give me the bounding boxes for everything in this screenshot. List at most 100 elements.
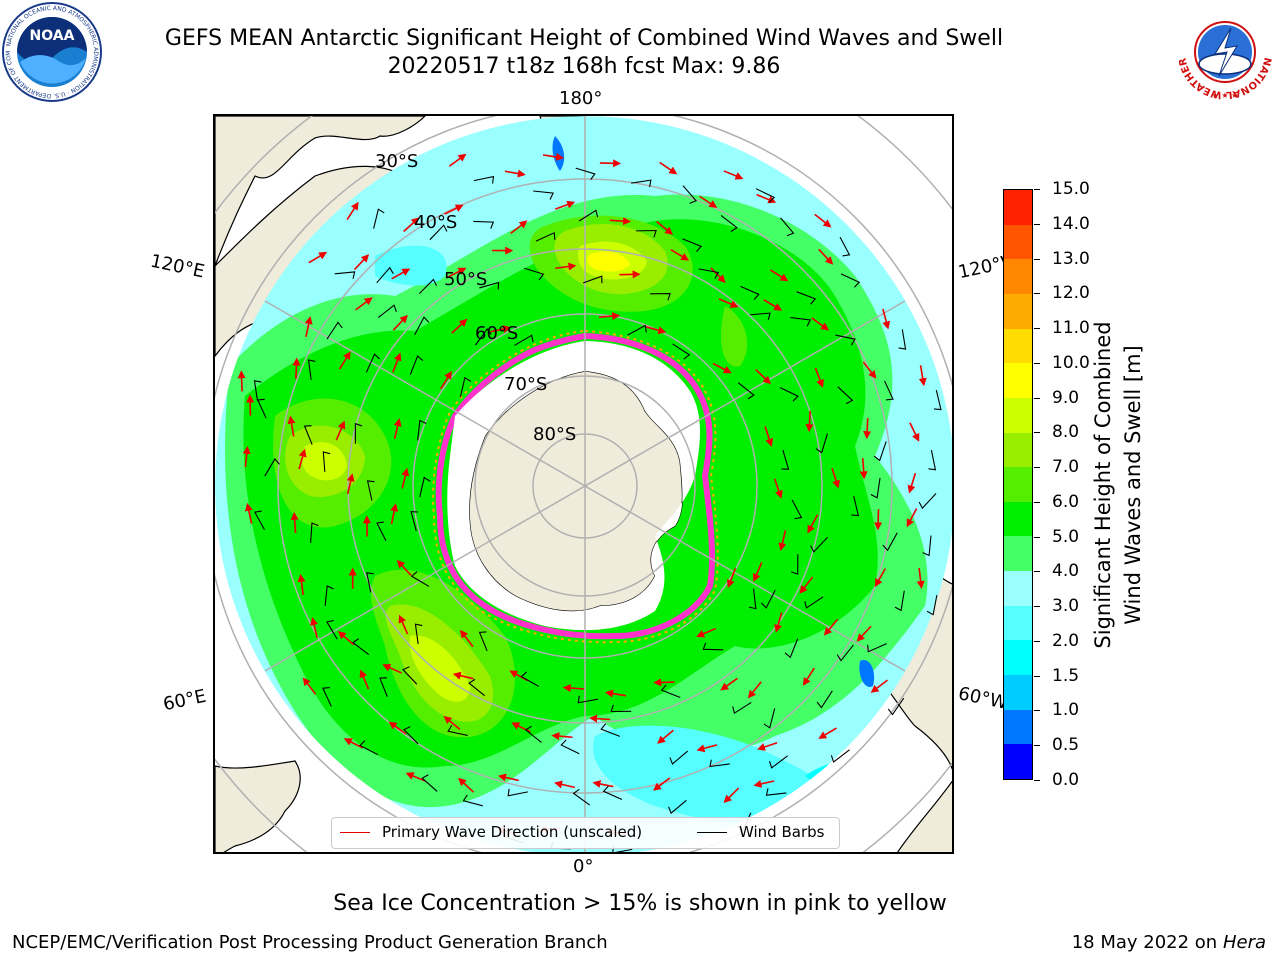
wind-barb xyxy=(418,278,438,295)
wind-barb xyxy=(763,708,776,729)
wind-barb xyxy=(836,644,854,662)
lat-label-60s: 60°S xyxy=(475,323,519,344)
wind-barb xyxy=(410,571,430,587)
wave-arrow xyxy=(401,467,410,489)
wind-barb xyxy=(781,449,790,470)
wave-arrow xyxy=(343,738,364,749)
wind-barb xyxy=(303,425,313,445)
wind-barb xyxy=(933,390,942,411)
wind-barb xyxy=(682,238,703,252)
wave-arrow xyxy=(699,195,718,208)
wave-arrow xyxy=(244,502,253,524)
wind-barb xyxy=(631,179,652,188)
wave-arrow xyxy=(388,721,407,735)
footer-date-text: 18 May 2022 on xyxy=(1071,932,1218,953)
lon-label-0: 0° xyxy=(573,856,594,877)
wind-barb xyxy=(748,588,757,610)
wind-barb xyxy=(918,493,937,510)
wind-barb xyxy=(373,208,385,229)
colorbar-tick xyxy=(1034,675,1040,677)
colorbar-tick xyxy=(1034,501,1040,503)
wave-arrow xyxy=(874,568,887,587)
wave-arrow xyxy=(862,361,877,379)
colorbar-segment xyxy=(1004,501,1032,537)
wave-arrow xyxy=(720,677,738,691)
wind-barb xyxy=(732,701,752,715)
wind-barb xyxy=(256,398,267,419)
legend-barb-label: Wind Barbs xyxy=(739,823,825,841)
wind-barb xyxy=(474,328,492,346)
wind-barb xyxy=(796,291,817,305)
sea-ice-note: Sea Ice Concentration > 15% is shown in … xyxy=(333,891,947,916)
wave-arrow xyxy=(645,326,667,335)
colorbar-tick-label: 3.0 xyxy=(1052,596,1080,617)
wave-arrow xyxy=(382,664,403,674)
wave-arrow xyxy=(511,722,531,733)
colorbar-segment xyxy=(1004,328,1032,364)
wind-barb xyxy=(575,167,596,180)
wind-barbs xyxy=(253,167,942,852)
wave-arrow xyxy=(444,204,464,215)
wind-barb xyxy=(376,521,387,542)
wind-barb xyxy=(524,267,545,281)
wave-direction-arrows xyxy=(237,152,927,837)
colorbar-tick xyxy=(1034,258,1040,260)
wave-arrow xyxy=(447,267,467,279)
wave-arrow xyxy=(807,514,819,534)
colorbar-tick-label: 4.0 xyxy=(1052,561,1080,582)
wind-barb xyxy=(468,678,486,697)
lat-label-70s: 70°S xyxy=(504,374,548,395)
wind-barb xyxy=(750,312,771,320)
wind-barb xyxy=(882,532,898,552)
chart-title: GEFS MEAN Antarctic Significant Height o… xyxy=(164,26,1004,51)
wind-barb xyxy=(533,190,554,200)
lon-label-180: 180° xyxy=(559,88,603,109)
colorbar-segment xyxy=(1004,674,1032,710)
nws-logo-graphic: NATIONAL WEATHER SERVICE ★ ★ ★ xyxy=(1171,0,1273,100)
colorbar-tick-label: 14.0 xyxy=(1052,213,1090,234)
wind-barb xyxy=(602,785,623,800)
colorbar xyxy=(1003,189,1033,780)
noaa-logo-text: NOAA xyxy=(30,28,75,44)
wave-arrow xyxy=(237,370,246,392)
wind-barb xyxy=(682,185,698,204)
wind-barb xyxy=(815,433,828,454)
wave-arrow xyxy=(856,625,872,642)
wind-barb xyxy=(462,794,483,807)
wind-barb xyxy=(514,334,534,346)
land-africa xyxy=(215,760,301,852)
wave-arrow xyxy=(906,508,918,528)
colorbar-segment xyxy=(1004,639,1032,676)
wind-barb xyxy=(326,619,338,640)
wind-barb xyxy=(873,441,887,462)
colorbar-title-line1: Significant Height of Combined xyxy=(1091,321,1115,649)
colorbar-tick-label: 15.0 xyxy=(1052,179,1090,199)
wind-barb xyxy=(447,724,468,736)
wave-arrow xyxy=(355,297,373,311)
wave-arrow xyxy=(774,612,783,633)
wave-arrow xyxy=(359,669,370,690)
wave-arrow xyxy=(287,415,296,437)
wave-arrow xyxy=(346,201,359,221)
footer-machine: Hera xyxy=(1222,932,1266,953)
wind-barb xyxy=(737,382,755,400)
colorbar-tick-label: 5.0 xyxy=(1052,526,1080,547)
wave-arrow xyxy=(604,689,627,698)
wind-barb xyxy=(765,788,787,796)
wave-arrow xyxy=(653,678,675,687)
wind-barb xyxy=(816,690,833,709)
wave-arrow xyxy=(823,618,839,636)
wave-arrow xyxy=(242,445,251,468)
map-panel xyxy=(213,114,954,854)
wind-barb xyxy=(867,643,887,653)
colorbar-tick-label: 12.0 xyxy=(1052,283,1090,304)
wave-arrow xyxy=(353,254,370,271)
wind-barb xyxy=(322,451,331,472)
colorbar-segment xyxy=(1004,709,1032,745)
wind-barb xyxy=(410,511,419,532)
wave-arrow xyxy=(542,152,565,161)
wind-barb xyxy=(790,554,799,575)
wave-arrow xyxy=(290,511,299,534)
wind-barb xyxy=(650,293,671,301)
wind-barb xyxy=(672,343,691,360)
